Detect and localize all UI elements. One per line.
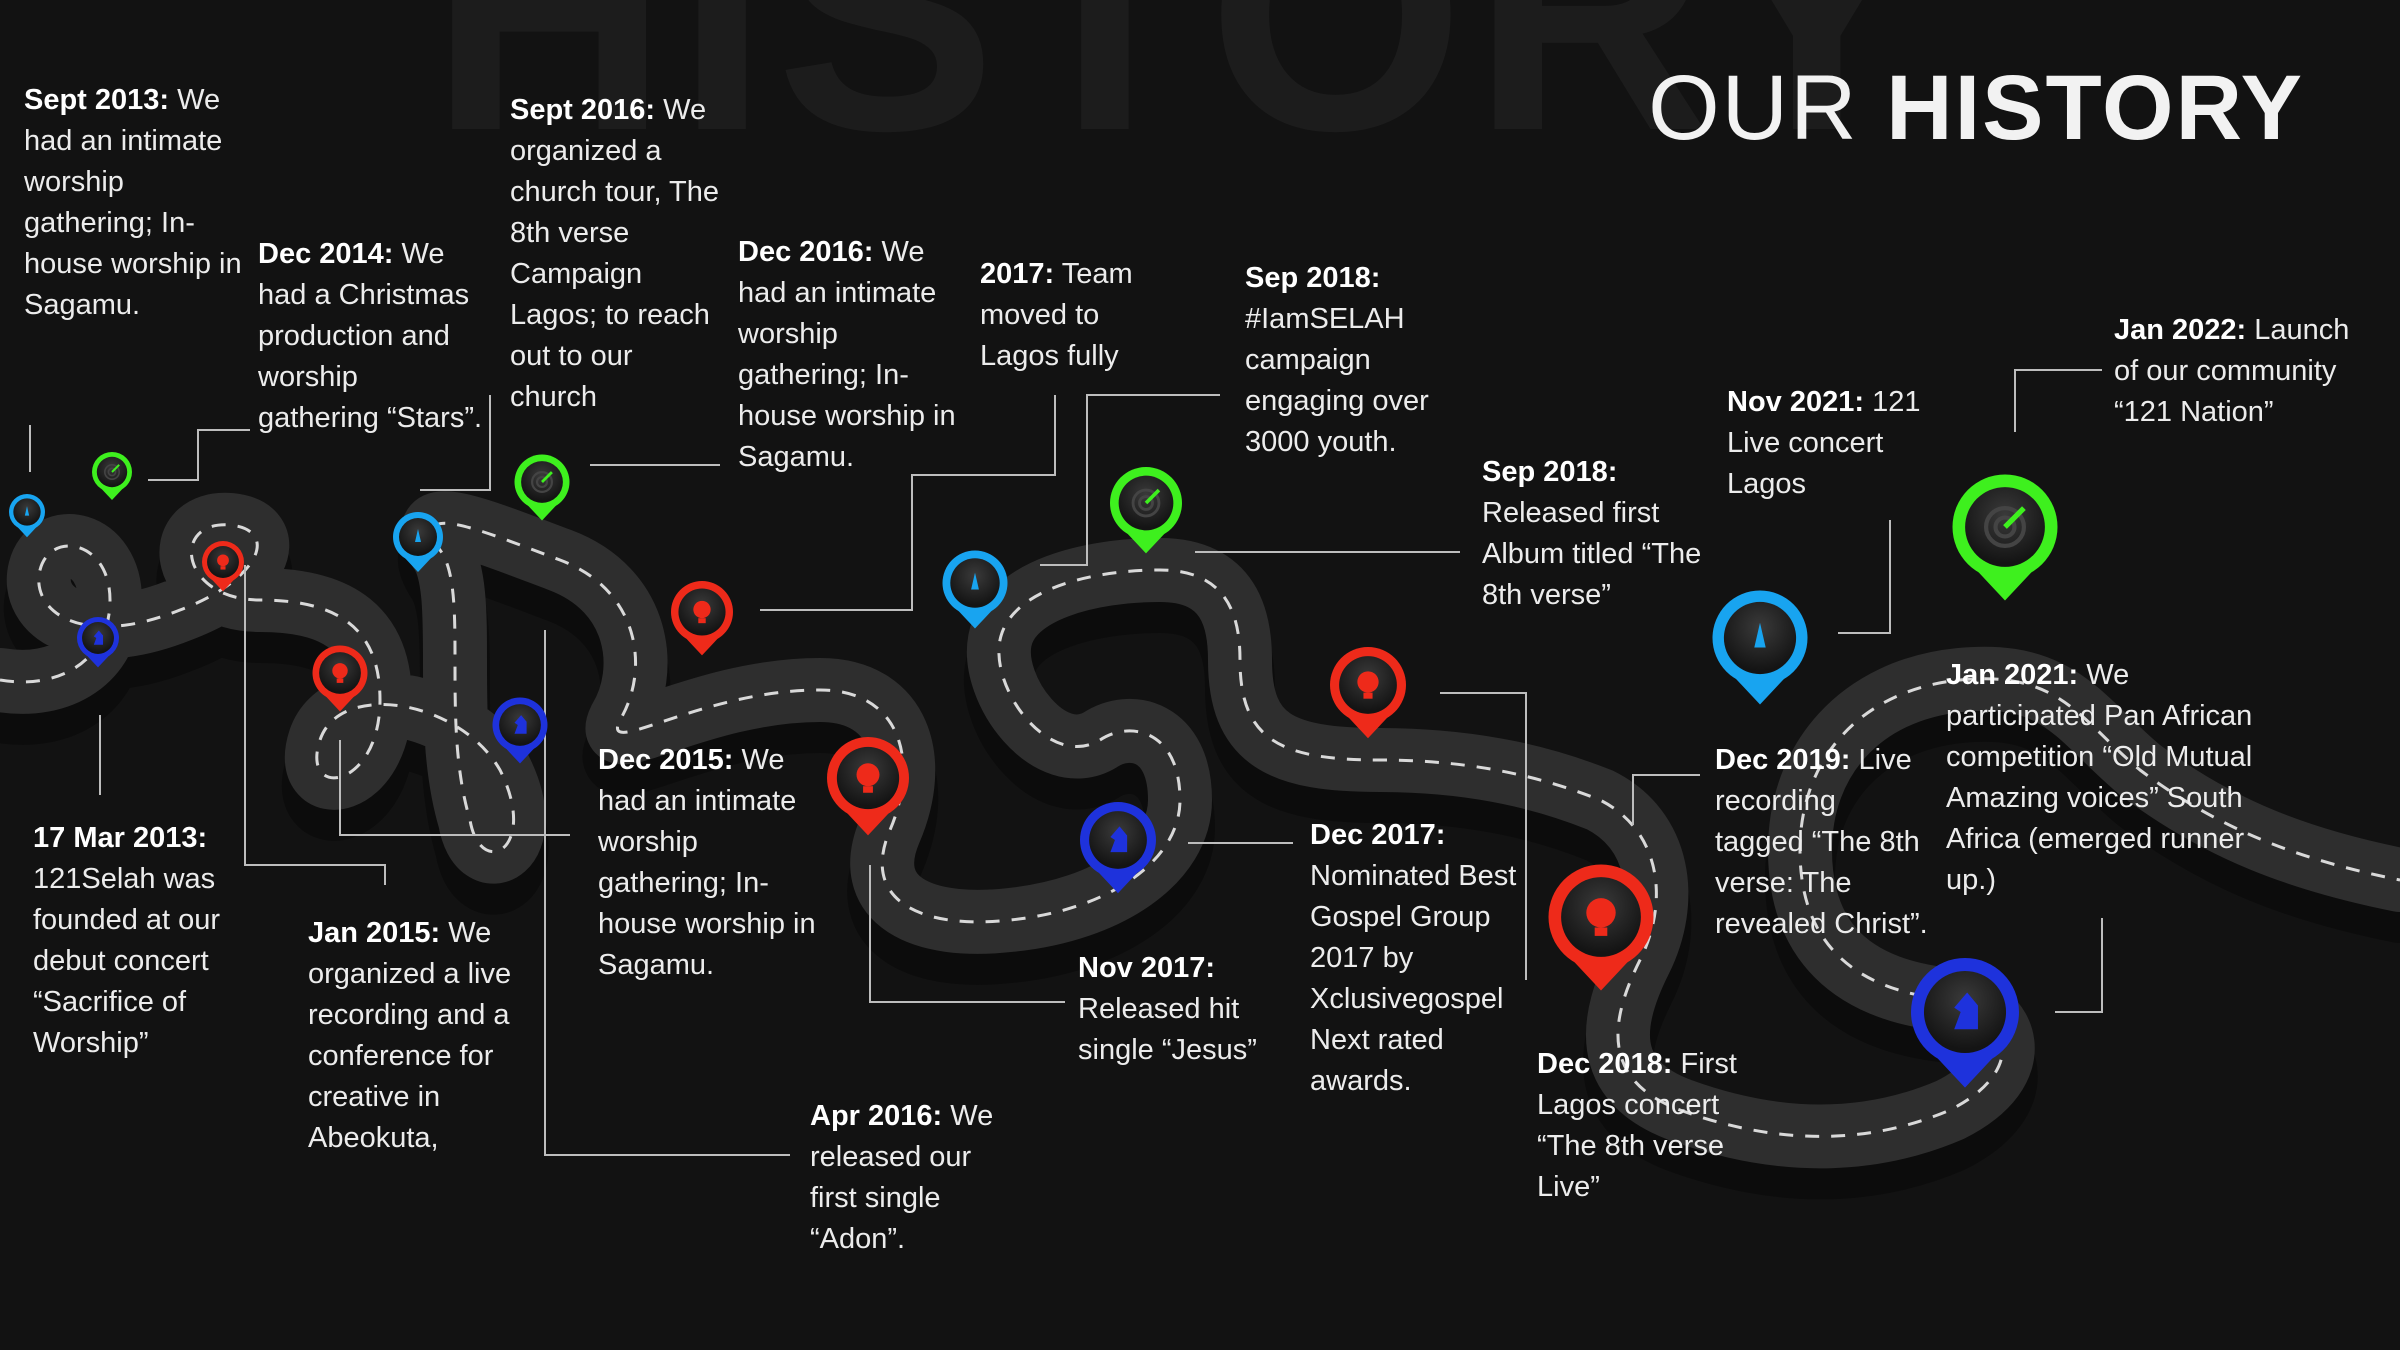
road-center-dashes — [0, 521, 2400, 1138]
lightbulb-icon — [856, 763, 880, 793]
rocket-icon — [24, 506, 30, 516]
event-dec-2017: Dec 2017: Nominated Best Gospel Group 20… — [1310, 819, 1517, 1097]
target-icon — [1131, 488, 1161, 518]
event-jan-2022: Jan 2022: Launch of our community “121 N… — [2114, 314, 2350, 428]
event-sept-2016: Sept 2016: We organized a church tour, T… — [510, 94, 720, 413]
event-jan-2021: Jan 2021: We participated Pan African co… — [1946, 659, 2253, 896]
rocket-icon — [415, 529, 421, 542]
pin-red — [671, 581, 733, 656]
pin-red — [1548, 864, 1654, 991]
event-apr-2016: Apr 2016: We released our first single “… — [810, 1100, 994, 1255]
event-jan-2015: Jan 2015: We organized a live recording … — [308, 917, 512, 1154]
background-watermark: HISTORY — [430, 0, 1935, 199]
event-sep-2018-campaign: Sep 2018: #IamSELAH campaign engaging ov… — [1245, 262, 1429, 458]
pin-green — [514, 454, 570, 521]
pin-green — [1952, 474, 2058, 601]
target-icon — [1984, 506, 2026, 548]
title-bold-word: HISTORY — [1886, 57, 2304, 159]
event-dec-2016: Dec 2016: We had an intimate worship gat… — [738, 236, 956, 473]
lightbulb-icon — [693, 600, 711, 624]
lightbulb-icon — [1357, 671, 1379, 699]
lightbulb-icon — [1586, 898, 1616, 936]
target-icon — [103, 463, 121, 481]
event-sept-2013: Sept 2013: We had an intimate worship ga… — [24, 84, 242, 321]
event-sep-2018-album: Sep 2018: Released first Album titled “T… — [1482, 456, 1702, 611]
chess-knight-icon — [1110, 826, 1128, 853]
pin-cyan — [942, 550, 1008, 629]
pin-blue — [1080, 802, 1156, 894]
rocket-icon — [1754, 622, 1766, 648]
event-dec-2014: Dec 2014: We had a Christmas production … — [258, 238, 483, 434]
pin-blue — [492, 697, 548, 764]
pin-cyan — [8, 494, 45, 538]
chess-knight-icon — [514, 715, 527, 734]
lightbulb-icon — [217, 554, 229, 570]
pin-red — [202, 541, 244, 592]
pin-red — [827, 737, 909, 836]
pin-cyan — [393, 512, 443, 572]
page-title: OUR HISTORY — [1648, 62, 2304, 154]
chess-knight-icon — [1954, 992, 1978, 1030]
pin-green — [1110, 467, 1182, 554]
event-nov-2017: Nov 2017: Released hit single “Jesus” — [1078, 952, 1257, 1066]
pin-blue — [77, 617, 119, 668]
rocket-icon — [971, 572, 979, 590]
pin-red — [1330, 647, 1406, 739]
event-dec-2018: Dec 2018: First Lagos concert “The 8th v… — [1537, 1048, 1737, 1203]
chess-knight-icon — [93, 630, 104, 645]
lightbulb-icon — [332, 663, 348, 683]
target-icon — [530, 470, 554, 494]
pin-red — [312, 645, 368, 712]
event-dec-2019: Dec 2019: Live recording tagged “The 8th… — [1715, 744, 1928, 940]
event-nov-2021: Nov 2021: 121 Live concert Lagos — [1727, 386, 1921, 500]
connector-lines — [29, 369, 2103, 1156]
pin-cyan — [1712, 590, 1808, 705]
timeline-pins — [8, 452, 2058, 1088]
pin-green — [92, 452, 132, 500]
event-dec-2015: Dec 2015: We had an intimate worship gat… — [598, 744, 816, 981]
pin-blue — [1911, 958, 2019, 1088]
event-2017: 2017: Team moved to Lagos fully — [980, 258, 1133, 372]
event-17-mar-2013: 17 Mar 2013: 121Selah was founded at our… — [33, 822, 221, 1059]
title-light-word: OUR — [1648, 57, 1859, 159]
